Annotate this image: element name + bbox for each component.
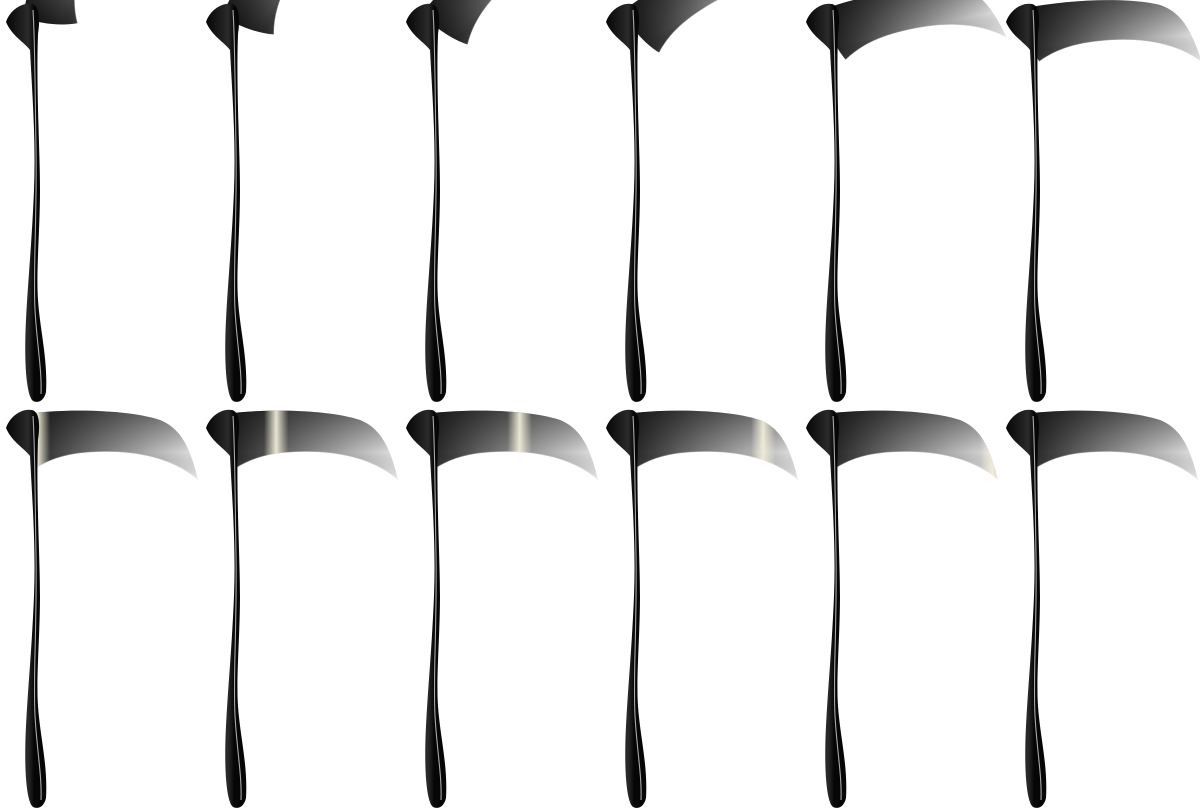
scythe-blade [421, 0, 593, 45]
scythe-sprite [606, 409, 799, 808]
scythe-handle [206, 3, 247, 402]
scythe-frame [800, 0, 1008, 406]
scythe-handle [606, 409, 647, 808]
blade-shine [224, 410, 398, 480]
scythe-sprite [606, 0, 806, 402]
scythe-frame [600, 0, 806, 406]
scythe-frame [0, 406, 200, 812]
scythe-handle [1006, 3, 1047, 402]
scythe-frame [200, 406, 400, 812]
scythe-frame [600, 406, 800, 812]
scythe-sprite [206, 0, 371, 402]
scythe-handle [406, 409, 447, 808]
scythe-sprite [406, 409, 599, 808]
scythe-sprite [806, 0, 1008, 402]
scythe-blade [224, 410, 399, 481]
scythe-handle [806, 3, 847, 402]
scythe-frame [1000, 406, 1200, 812]
scythe-blade [824, 410, 999, 481]
scythe-sprite [1006, 409, 1199, 808]
scythe-blade [624, 410, 799, 481]
scythe-frame [200, 0, 400, 406]
scythe-blade [24, 410, 199, 481]
scythe-handle [206, 409, 247, 808]
scythe-frame [400, 0, 600, 406]
scythe-handle [606, 3, 647, 402]
scythe-blade [424, 410, 599, 481]
scythe-frame [1000, 0, 1200, 406]
scythe-sprite [206, 409, 399, 808]
scythe-blade [621, 0, 806, 53]
blade-shine [424, 410, 598, 480]
scythe-handle [406, 3, 447, 402]
scythe-frame [400, 406, 600, 812]
blade-shine [624, 410, 798, 480]
scythe-sprite [6, 0, 140, 402]
scythe-sprite [1006, 0, 1200, 402]
scythe-blade [822, 0, 1008, 61]
scythe-handle [1006, 409, 1047, 808]
blade-shine [824, 410, 998, 480]
scythe-handle [6, 409, 47, 808]
blade-shine [24, 410, 198, 480]
scythe-sprite [6, 409, 199, 808]
scythe-handle [806, 409, 847, 808]
scythe-blade [22, 0, 140, 25]
scythe-frame [0, 0, 200, 406]
scythe-frame [800, 406, 1000, 812]
scythe-blade [221, 0, 371, 35]
scythe-blade [1024, 410, 1199, 481]
scythe-sprite [406, 0, 593, 402]
scythe-sprite [806, 409, 999, 808]
scythe-blade [1023, 0, 1200, 63]
scythe-handle [6, 3, 47, 402]
